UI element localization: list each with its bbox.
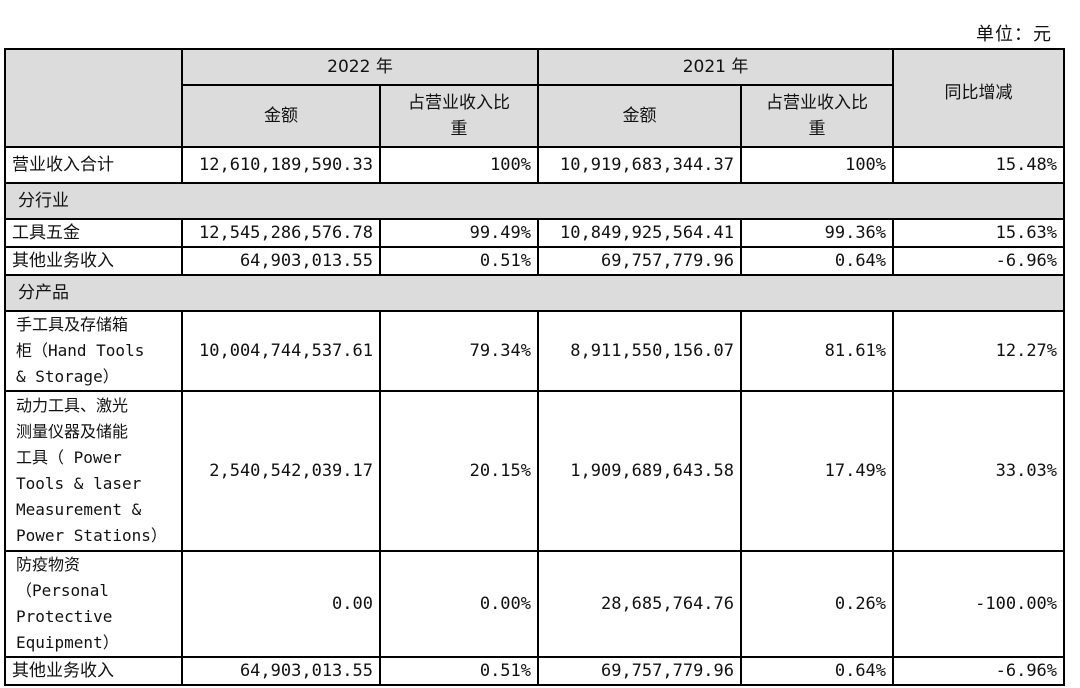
table-row-hand-tools: 手工具及存储箱 柜（Hand Tools & Storage） 10,004,7… xyxy=(4,310,1066,392)
header-yoy: 同比增减 xyxy=(892,48,1066,148)
header-row-columns: 金额 占营业收入比 重 金额 占营业收入比 重 xyxy=(5,84,1064,148)
table-row-other-industry: 其他业务收入 64,903,013.55 0.51% 69,757,779.96… xyxy=(4,246,1066,276)
header-year-2022: 2022 年 xyxy=(180,48,540,86)
row-label: 其他业务收入 xyxy=(4,246,183,276)
header-row-years: 2022 年 2021 年 同比增减 xyxy=(4,48,1066,148)
table-row-power-tools: 动力工具、激光 测量仪器及储能 工具（ Power Tools & laser … xyxy=(4,390,1066,552)
header-amount-2022: 金额 xyxy=(181,84,381,148)
ratio-2022: 79.34% xyxy=(378,310,540,392)
amount-2022: 64,903,013.55 xyxy=(181,656,381,686)
section-label-industry: 分行业 xyxy=(3,182,1066,220)
row-label: 营业收入合计 xyxy=(4,146,183,184)
yoy-change: -6.96% xyxy=(892,246,1066,276)
ratio-2021: 100% xyxy=(740,146,895,184)
row-label: 其他业务收入 xyxy=(4,656,183,686)
yoy-change: -6.96% xyxy=(892,656,1066,686)
header-amount-2021: 金额 xyxy=(537,84,743,148)
amount-2022: 12,610,189,590.33 xyxy=(181,146,381,184)
ratio-2022: 99.49% xyxy=(378,218,540,248)
yoy-change: 33.03% xyxy=(892,390,1066,552)
amount-2022: 12,545,286,576.78 xyxy=(181,218,381,248)
amount-2021: 69,757,779.96 xyxy=(537,656,743,686)
amount-2022: 64,903,013.55 xyxy=(181,246,381,276)
ratio-2022: 0.51% xyxy=(378,246,540,276)
ratio-2022: 20.15% xyxy=(378,390,540,552)
ratio-2022: 0.51% xyxy=(378,656,540,686)
yoy-change: 12.27% xyxy=(892,310,1066,392)
amount-2022: 10,004,744,537.61 xyxy=(181,310,381,392)
section-row-industry: 分行业 xyxy=(3,182,1066,220)
amount-2022: 2,540,542,039.17 xyxy=(181,390,381,552)
header-year-2021: 2021 年 xyxy=(537,48,895,86)
row-label: 工具五金 xyxy=(4,218,183,248)
ratio-2021: 99.36% xyxy=(740,218,895,248)
yoy-change: -100.00% xyxy=(892,550,1066,658)
header-ratio-2022: 占营业收入比 重 xyxy=(378,84,540,148)
unit-label: 单位：元 xyxy=(976,24,1052,45)
ratio-2021: 17.49% xyxy=(740,390,895,552)
row-label: 手工具及存储箱 柜（Hand Tools & Storage） xyxy=(4,310,183,392)
ratio-2021: 81.61% xyxy=(740,310,895,392)
amount-2021: 8,911,550,156.07 xyxy=(537,310,743,392)
amount-2021: 28,685,764.76 xyxy=(537,550,743,658)
table-row-tools-hardware: 工具五金 12,545,286,576.78 99.49% 10,849,925… xyxy=(4,218,1066,248)
row-label: 动力工具、激光 测量仪器及储能 工具（ Power Tools & laser … xyxy=(4,390,183,552)
ratio-2022: 0.00% xyxy=(378,550,540,658)
ratio-2021: 0.64% xyxy=(740,246,895,276)
amount-2021: 69,757,779.96 xyxy=(537,246,743,276)
table-row-ppe: 防疫物资 （Personal Protective Equipment） 0.0… xyxy=(4,550,1066,658)
row-label: 防疫物资 （Personal Protective Equipment） xyxy=(4,550,183,658)
header-corner xyxy=(4,48,183,148)
ratio-2021: 0.64% xyxy=(740,656,895,686)
table-row-total: 营业收入合计 12,610,189,590.33 100% 10,919,683… xyxy=(4,146,1066,184)
amount-2021: 10,849,925,564.41 xyxy=(537,218,743,248)
ratio-2022: 100% xyxy=(378,146,540,184)
section-row-product: 分产品 xyxy=(3,274,1066,312)
yoy-change: 15.63% xyxy=(892,218,1066,248)
amount-2021: 1,909,689,643.58 xyxy=(537,390,743,552)
amount-2022: 0.00 xyxy=(181,550,381,658)
revenue-table: 2022 年 2021 年 同比增减 金额 占营业收入比 重 金额 占营业收入比… xyxy=(3,48,1066,686)
yoy-change: 15.48% xyxy=(892,146,1066,184)
amount-2021: 10,919,683,344.37 xyxy=(537,146,743,184)
header-ratio-2021: 占营业收入比 重 xyxy=(740,84,895,148)
ratio-2021: 0.26% xyxy=(740,550,895,658)
table-row-other-product: 其他业务收入 64,903,013.55 0.51% 69,757,779.96… xyxy=(4,656,1066,686)
section-label-product: 分产品 xyxy=(3,274,1066,312)
